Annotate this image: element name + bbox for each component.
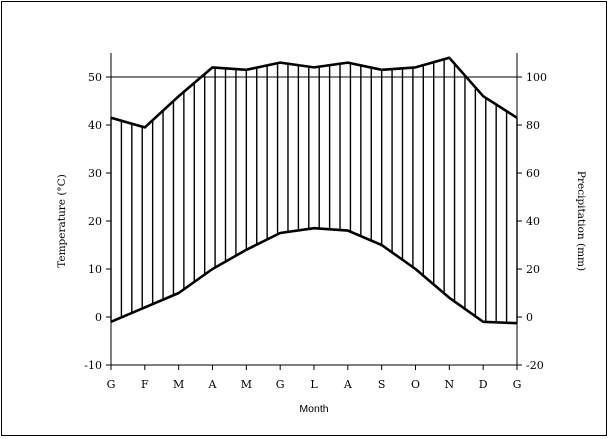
y-axis-title-left: Temperature (°C) [56,174,68,268]
y-tick-label-left: 30 [88,167,102,180]
precipitation-line [110,56,518,129]
x-tick-label: A [343,378,353,391]
y-tick-label-right: 60 [526,167,540,180]
x-tick-label: G [276,378,285,391]
y-tick-label-right: -20 [526,359,544,372]
x-tick-label: N [445,378,455,391]
x-tick-label: D [479,378,488,391]
y-tick-label-left: 50 [88,71,102,84]
y-tick-label-left: 20 [88,215,102,228]
y-tick-label-left: 0 [95,311,102,324]
y-axis-title-right: Precipitation (mm) [575,171,587,271]
x-tick-label: F [141,378,149,391]
x-tick-label: L [310,378,318,391]
temperature-line [110,226,518,325]
x-axis-title: Month [299,403,328,415]
series-layer [110,56,518,325]
x-tick-label: S [378,378,386,391]
y-tick-label-right: 40 [526,215,540,228]
x-tick-label: M [173,378,184,391]
y-tick-label-right: 20 [526,263,540,276]
y-tick-label-right: 80 [526,119,540,132]
y-tick-label-left: 40 [88,119,102,132]
y-tick-label-left: -10 [84,359,102,372]
axes-layer: -10 0 10 20 30 40 50 -20 0 20 40 60 80 100 G F M A M G L A S O N… [84,53,547,391]
hatch-layer [110,59,518,324]
y-tick-label-right: 0 [526,311,533,324]
x-tick-label: G [107,378,116,391]
x-tick-label: O [411,378,420,391]
y-tick-label-left: 10 [88,263,102,276]
x-tick-label: G [513,378,522,391]
x-tick-label: M [241,378,252,391]
y-tick-label-right: 100 [526,71,547,84]
x-tick-label: A [208,378,218,391]
